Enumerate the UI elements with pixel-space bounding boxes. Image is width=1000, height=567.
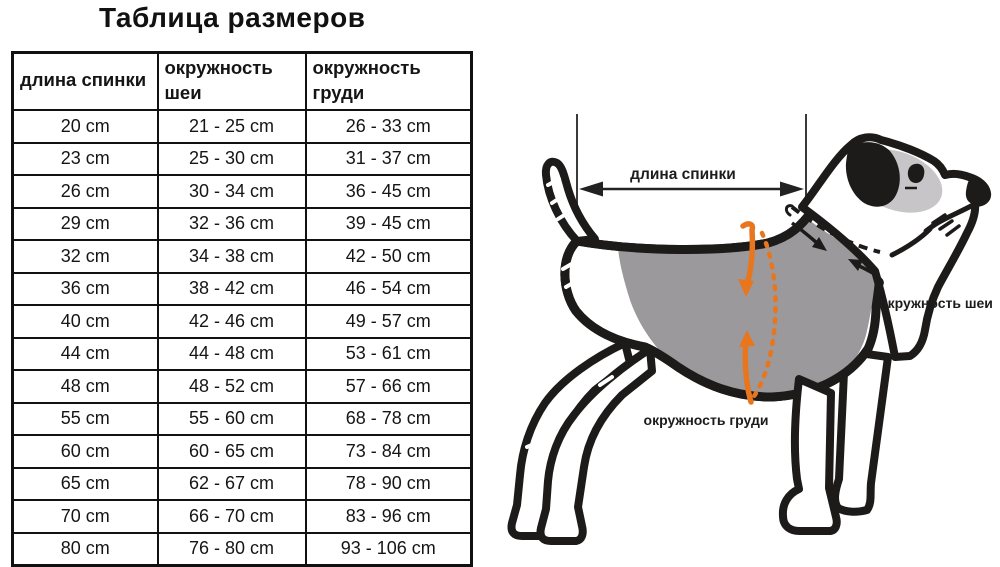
near-hind-leg xyxy=(536,345,656,545)
size-cell: 76 - 80 cm xyxy=(156,531,307,567)
table-row: 26 cm 30 - 34 cm 36 - 45 cm xyxy=(11,174,473,209)
size-cell: 48 cm xyxy=(11,369,159,404)
collar-curl-left xyxy=(784,204,794,217)
size-cell: 93 - 106 cm xyxy=(304,531,473,567)
table-row: 23 cm 25 - 30 cm 31 - 37 cm xyxy=(11,141,473,176)
size-cell: 31 - 37 cm xyxy=(304,141,473,176)
size-table-body: 20 cm 21 - 25 cm 26 - 33 cm 23 cm 25 - 30 cm… xyxy=(11,109,473,567)
size-cell: 44 - 48 cm xyxy=(156,336,307,371)
dog-nose xyxy=(965,179,987,205)
size-cell: 68 - 78 cm xyxy=(304,401,473,436)
size-cell: 73 - 84 cm xyxy=(304,434,473,469)
chest-arrow-down-head-icon xyxy=(738,279,754,297)
table-row: 36 cm 38 - 42 cm 46 - 54 cm xyxy=(11,271,473,306)
size-cell: 60 cm xyxy=(11,434,159,469)
far-front-leg xyxy=(831,347,892,516)
chest-girth-label: окружность груди xyxy=(644,412,769,428)
size-cell: 66 - 70 cm xyxy=(156,499,307,534)
muzzle-hatch-marks xyxy=(931,213,961,237)
arrowhead-right-icon xyxy=(780,181,804,197)
size-cell: 26 cm xyxy=(11,174,159,209)
table-row: 70 cm 66 - 70 cm 83 - 96 cm xyxy=(11,499,473,534)
chest-dashed-line xyxy=(749,230,778,402)
size-cell: 20 cm xyxy=(11,109,159,144)
size-cell: 46 - 54 cm xyxy=(304,271,473,306)
header-neck-girth: окружность шеи xyxy=(156,51,307,111)
table-row: 65 cm 62 - 67 cm 78 - 90 cm xyxy=(11,466,473,501)
dog-measurement-diagram: длина спинки окружность шеи окружность г… xyxy=(500,95,1000,567)
size-cell: 30 - 34 cm xyxy=(156,174,307,209)
neck-girth-annotation xyxy=(784,204,884,288)
size-cell: 26 - 33 cm xyxy=(304,109,473,144)
size-cell: 53 - 61 cm xyxy=(304,336,473,371)
header-back-length: длина спинки xyxy=(11,51,159,111)
table-row: 29 cm 32 - 36 cm 39 - 45 cm xyxy=(11,206,473,241)
dog-eye xyxy=(907,163,925,184)
table-row: 20 cm 21 - 25 cm 26 - 33 cm xyxy=(11,109,473,144)
size-cell: 60 - 65 cm xyxy=(156,434,307,469)
size-cell: 23 cm xyxy=(11,141,159,176)
table-row: 40 cm 42 - 46 cm 49 - 57 cm xyxy=(11,304,473,339)
collar-curl-right xyxy=(874,275,884,288)
size-cell: 65 cm xyxy=(11,466,159,501)
dog-vest xyxy=(618,216,877,397)
table-row: 80 cm 76 - 80 cm 93 - 106 cm xyxy=(11,531,473,567)
dog-head xyxy=(798,133,992,361)
size-cell: 36 - 45 cm xyxy=(304,174,473,209)
size-cell: 36 cm xyxy=(11,271,159,306)
table-header-row: длина спинки окружность шеи окружность г… xyxy=(11,51,473,111)
jaw-line xyxy=(889,226,933,258)
size-cell: 25 - 30 cm xyxy=(156,141,307,176)
size-cell: 78 - 90 cm xyxy=(304,466,473,501)
fur-hatch-marks xyxy=(525,177,621,449)
size-cell: 44 cm xyxy=(11,336,159,371)
size-cell: 62 - 67 cm xyxy=(156,466,307,501)
size-cell: 21 - 25 cm xyxy=(156,109,307,144)
chest-girth-annotation xyxy=(738,221,778,405)
size-cell: 57 - 66 cm xyxy=(304,369,473,404)
neck-girth-label: окружность шеи xyxy=(879,295,993,311)
header-chest-girth: окружность груди xyxy=(304,51,473,111)
size-cell: 55 - 60 cm xyxy=(156,401,307,436)
size-cell: 80 cm xyxy=(11,531,159,567)
page-title: Таблица размеров xyxy=(99,2,366,33)
neck-arrow-2-head-icon xyxy=(848,259,863,271)
size-cell: 32 cm xyxy=(11,239,159,274)
near-front-leg xyxy=(778,375,841,535)
size-cell: 55 cm xyxy=(11,401,159,436)
table-row: 55 cm 55 - 60 cm 68 - 78 cm xyxy=(11,401,473,436)
size-cell: 32 - 36 cm xyxy=(156,206,307,241)
size-cell: 29 cm xyxy=(11,206,159,241)
size-cell: 70 cm xyxy=(11,499,159,534)
size-cell: 42 - 50 cm xyxy=(304,239,473,274)
size-cell: 49 - 57 cm xyxy=(304,304,473,339)
size-cell: 40 cm xyxy=(11,304,159,339)
chest-arrow-up-head-icon xyxy=(739,330,755,347)
size-cell: 34 - 38 cm xyxy=(156,239,307,274)
collar-dashed-line xyxy=(790,205,881,254)
table-row: 44 cm 44 - 48 cm 53 - 61 cm xyxy=(11,336,473,371)
neck-arrow-1-line xyxy=(790,221,819,245)
size-cell: 48 - 52 cm xyxy=(156,369,307,404)
table-row: 60 cm 60 - 65 cm 73 - 84 cm xyxy=(11,434,473,469)
size-cell: 38 - 42 cm xyxy=(156,271,307,306)
size-table: длина спинки окружность шеи окружность г… xyxy=(11,51,473,567)
dog-illustration: длина спинки окружность шеи окружность г… xyxy=(507,114,993,545)
dog-ear xyxy=(845,142,900,207)
size-cell: 39 - 45 cm xyxy=(304,206,473,241)
arrowhead-left-icon xyxy=(579,181,603,197)
chest-arrow-down-line xyxy=(740,221,756,288)
size-cell: 83 - 96 cm xyxy=(304,499,473,534)
table-row: 32 cm 34 - 38 cm 42 - 50 cm xyxy=(11,239,473,274)
table-row: 48 cm 48 - 52 cm 57 - 66 cm xyxy=(11,369,473,404)
back-length-label: длина спинки xyxy=(630,166,736,183)
size-cell: 42 - 46 cm xyxy=(156,304,307,339)
dog-near-legs xyxy=(536,345,841,545)
neck-arrow-1-head-icon xyxy=(812,237,827,251)
